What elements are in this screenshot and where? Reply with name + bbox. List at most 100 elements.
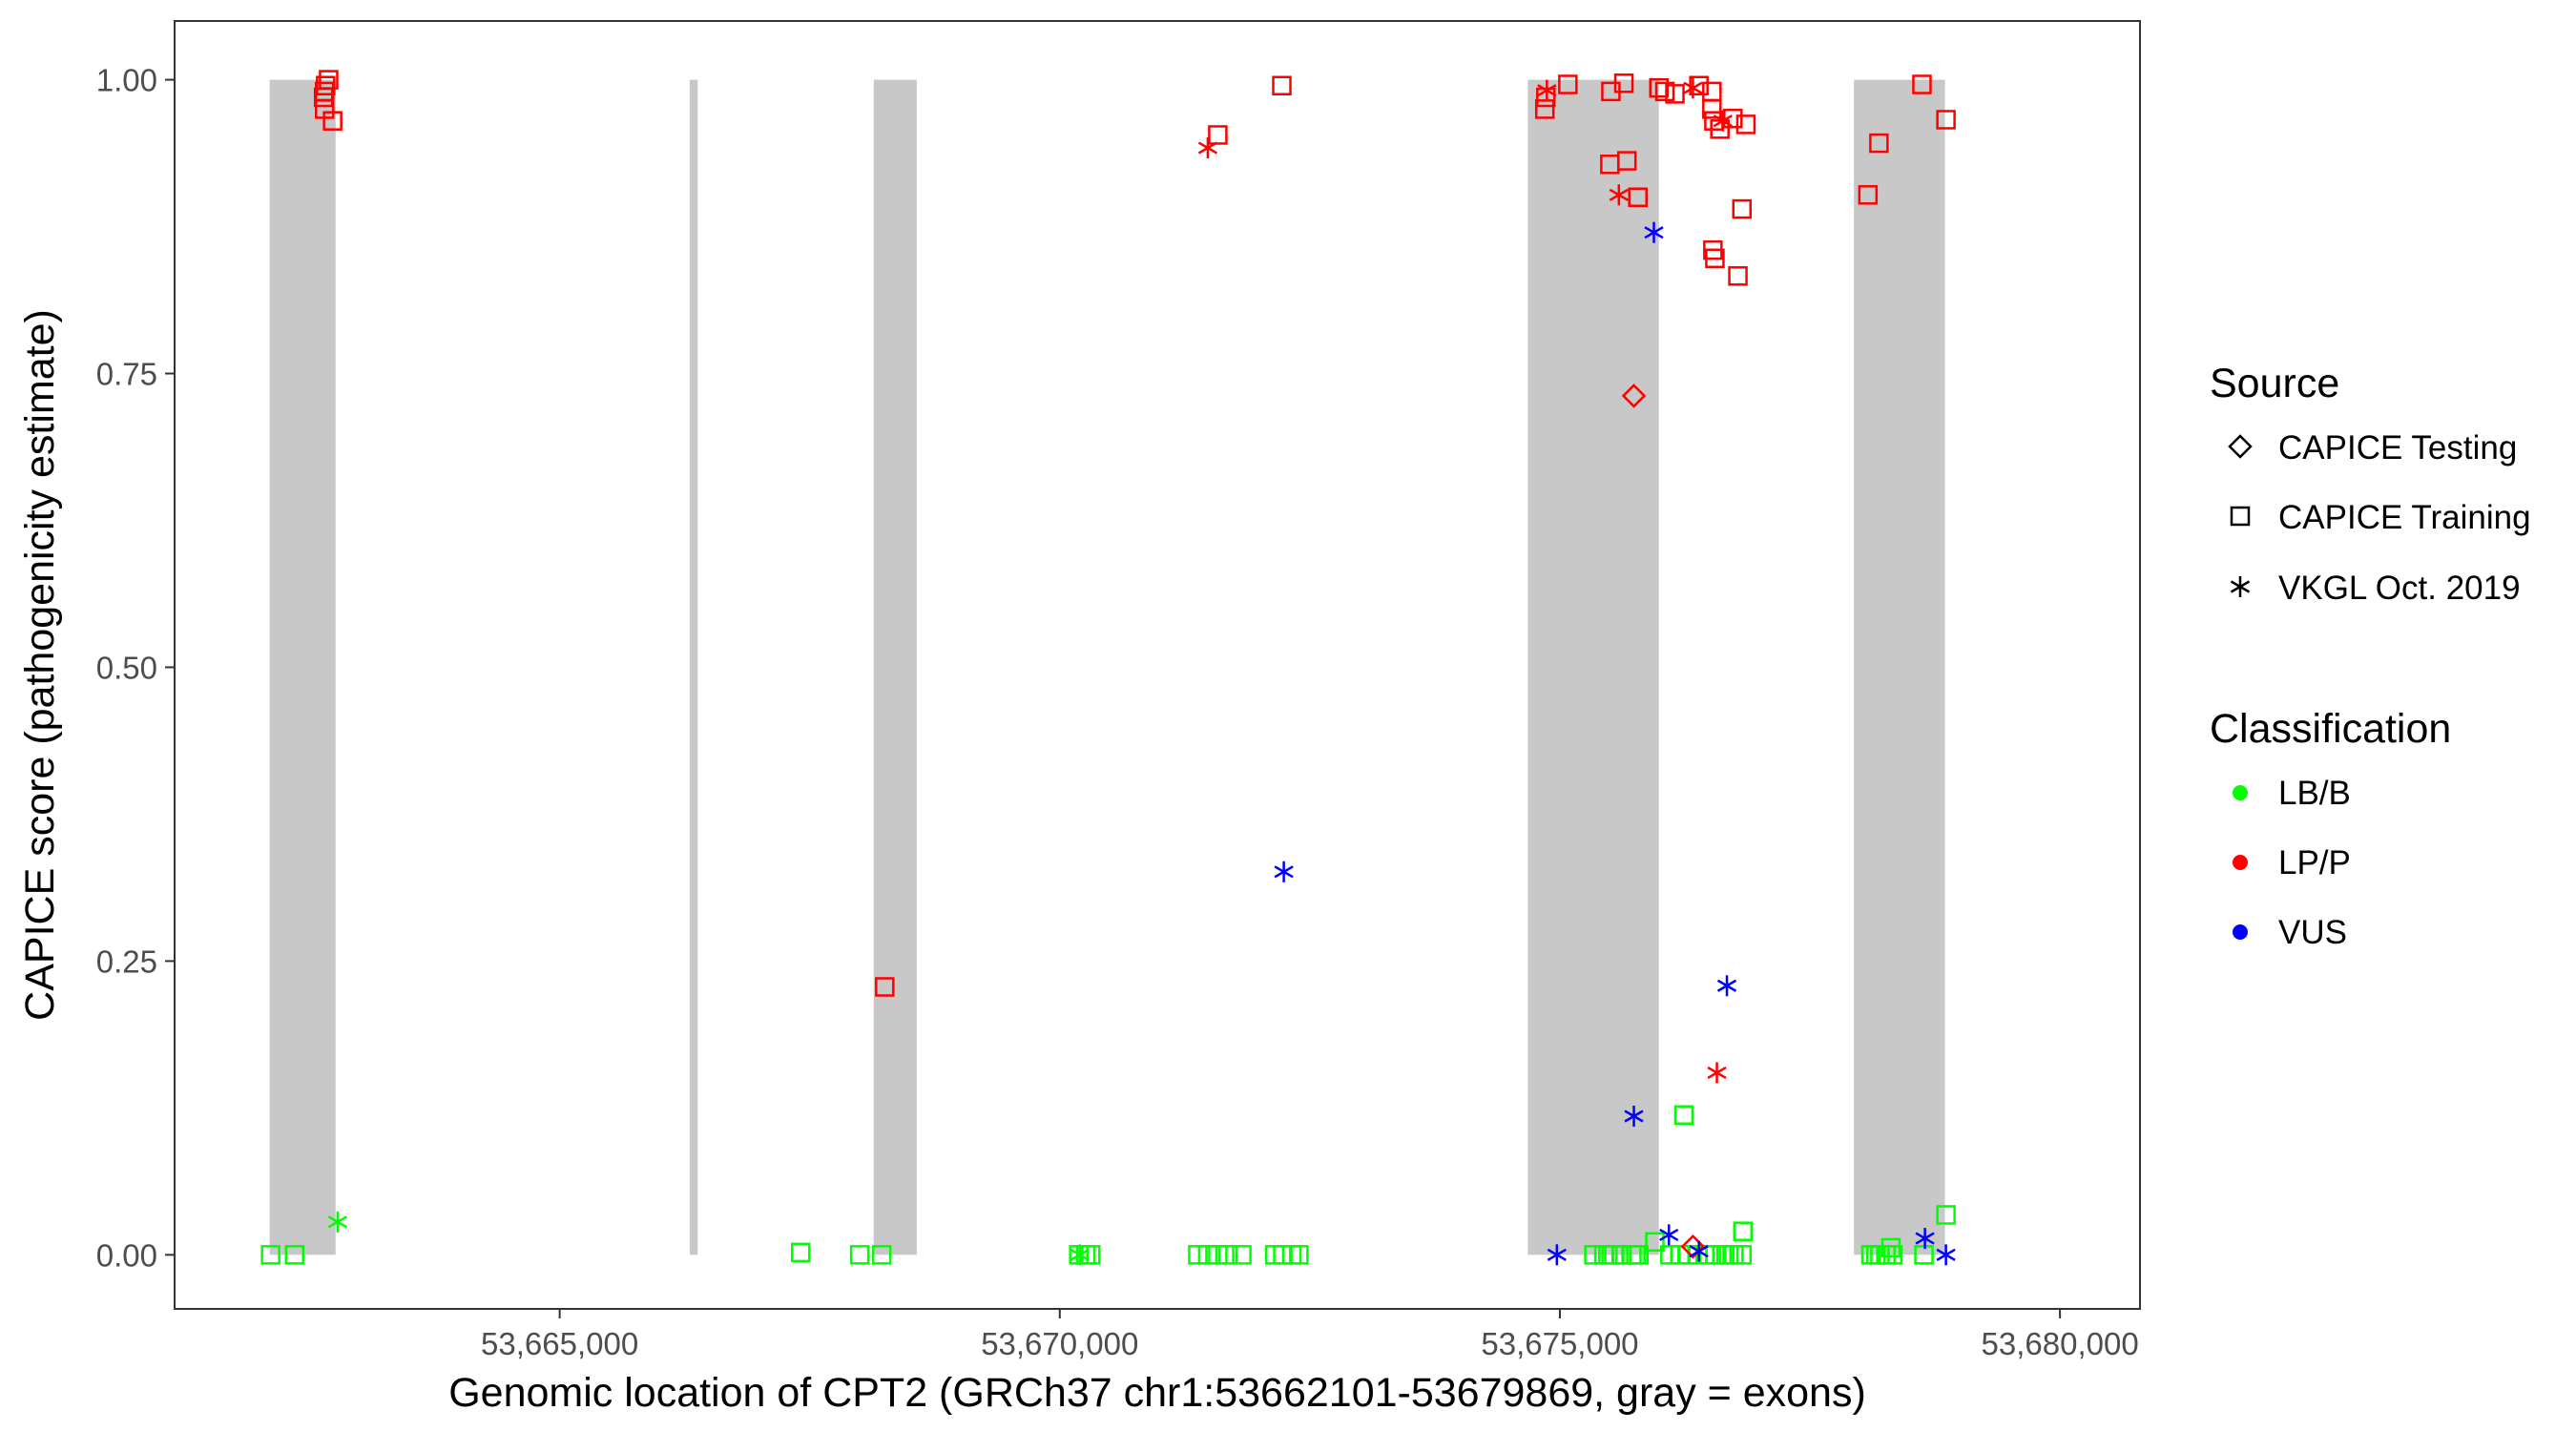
point-asterisk	[1644, 221, 1664, 243]
point-asterisk	[1707, 1062, 1727, 1084]
point-square	[1628, 187, 1648, 208]
point-square	[1217, 1245, 1238, 1265]
point-square	[1728, 266, 1748, 286]
point-square	[1208, 1245, 1228, 1265]
point-square	[1936, 110, 1956, 130]
legend-diamond-icon	[2228, 434, 2253, 459]
point-square	[1613, 73, 1634, 93]
point-asterisk	[1915, 1228, 1935, 1250]
point-square	[1272, 75, 1292, 95]
point-asterisk	[1936, 1244, 1956, 1266]
legend-source-item-vkgl: VKGL Oct. 2019	[2230, 570, 2521, 607]
point-square	[1702, 99, 1722, 119]
exon-band	[689, 79, 698, 1255]
point-asterisk	[1070, 1244, 1090, 1266]
point-square	[791, 1242, 811, 1263]
point-square	[1705, 248, 1725, 269]
data-points	[260, 70, 1956, 1266]
point-square	[1188, 1245, 1208, 1265]
point-square	[1197, 1245, 1218, 1265]
point-square	[1936, 1205, 1956, 1225]
legend-class-item-vus: VUS	[2233, 914, 2347, 951]
point-square	[1558, 74, 1578, 94]
y-tick-label: 0.25	[96, 944, 157, 979]
x-tick-label: 53,680,000	[1982, 1326, 2139, 1361]
y-tick-label: 1.00	[96, 63, 157, 98]
y-axis-title: CAPICE score (pathogenicity estimate)	[17, 309, 63, 1021]
point-asterisk	[1659, 1224, 1679, 1246]
point-square	[1912, 74, 1932, 94]
y-axis: 0.00 0.25 0.50 0.75 1.00	[96, 63, 175, 1273]
point-asterisk	[327, 1211, 348, 1233]
point-square	[1654, 81, 1675, 102]
point-asterisk	[1547, 1244, 1567, 1266]
point-square	[1665, 84, 1685, 104]
legend-source-title: Source	[2210, 361, 2339, 406]
point-square	[1673, 1105, 1694, 1126]
legend-class-label: LB/B	[2278, 775, 2351, 812]
legend-red-dot-icon	[2233, 855, 2248, 870]
point-asterisk	[1537, 79, 1557, 101]
legend-class-label: VUS	[2278, 914, 2347, 951]
point-diamond	[1621, 384, 1647, 408]
point-asterisk	[1713, 110, 1733, 132]
point-square	[1645, 1232, 1665, 1253]
x-tick-label: 53,670,000	[981, 1326, 1138, 1361]
point-asterisk	[1609, 184, 1629, 206]
point-square	[1598, 1245, 1618, 1265]
legend-source-item-testing: CAPICE Testing	[2228, 429, 2517, 467]
point-asterisk	[1274, 861, 1294, 882]
y-tick-label: 0.75	[96, 357, 157, 392]
point-square	[322, 111, 343, 131]
point-square	[1733, 1221, 1754, 1241]
point-square	[1732, 1245, 1753, 1265]
point-asterisk	[1624, 1105, 1644, 1127]
point-square	[1289, 1245, 1309, 1265]
exon-band	[269, 79, 336, 1255]
legend-source-label: VKGL Oct. 2019	[2278, 570, 2521, 607]
point-square	[1880, 1237, 1901, 1258]
point-square	[1208, 125, 1228, 145]
point-square	[1732, 198, 1753, 219]
legend-source-label: CAPICE Testing	[2278, 429, 2517, 467]
point-square	[1534, 99, 1555, 119]
point-square	[871, 1245, 892, 1265]
legend-source-item-training: CAPICE Training	[2230, 499, 2531, 536]
exon-band	[1527, 79, 1659, 1255]
point-square	[1611, 1245, 1632, 1265]
legend-classification-title: Classification	[2210, 706, 2451, 752]
point-square	[1626, 1245, 1646, 1265]
point-square	[1232, 1245, 1252, 1265]
point-asterisk	[1683, 77, 1703, 99]
legend-class-item-lpp: LP/P	[2233, 844, 2351, 881]
x-tick-label: 53,665,000	[481, 1326, 638, 1361]
legend: Source CAPICE Testing CAPICE Training VK…	[2210, 361, 2531, 951]
legend-class-label: LP/P	[2278, 844, 2351, 881]
point-square	[1735, 114, 1756, 135]
point-square	[1869, 133, 1889, 154]
x-tick-label: 53,675,000	[1481, 1326, 1638, 1361]
point-square	[1882, 1245, 1903, 1265]
x-axis: 53,665,000 53,670,000 53,675,000 53,680,000	[481, 1309, 2139, 1361]
legend-square-icon	[2230, 506, 2251, 527]
point-square	[875, 977, 895, 997]
plot-panel-border	[174, 20, 2141, 1310]
legend-asterisk-icon	[2230, 576, 2251, 597]
point-square	[1081, 1245, 1101, 1265]
point-asterisk	[1197, 137, 1218, 159]
point-square	[1858, 185, 1879, 205]
legend-green-dot-icon	[2233, 785, 2248, 800]
point-square	[1584, 1245, 1604, 1265]
point-square	[1616, 151, 1637, 171]
exon-band	[873, 79, 917, 1255]
legend-source-label: CAPICE Training	[2278, 499, 2531, 536]
exon-bands	[269, 79, 1945, 1255]
legend-blue-dot-icon	[2233, 924, 2248, 940]
legend-class-item-lbb: LB/B	[2233, 775, 2351, 812]
point-square	[849, 1245, 870, 1265]
point-square	[284, 1245, 305, 1265]
exon-band	[1854, 79, 1945, 1255]
point-square	[260, 1245, 280, 1265]
